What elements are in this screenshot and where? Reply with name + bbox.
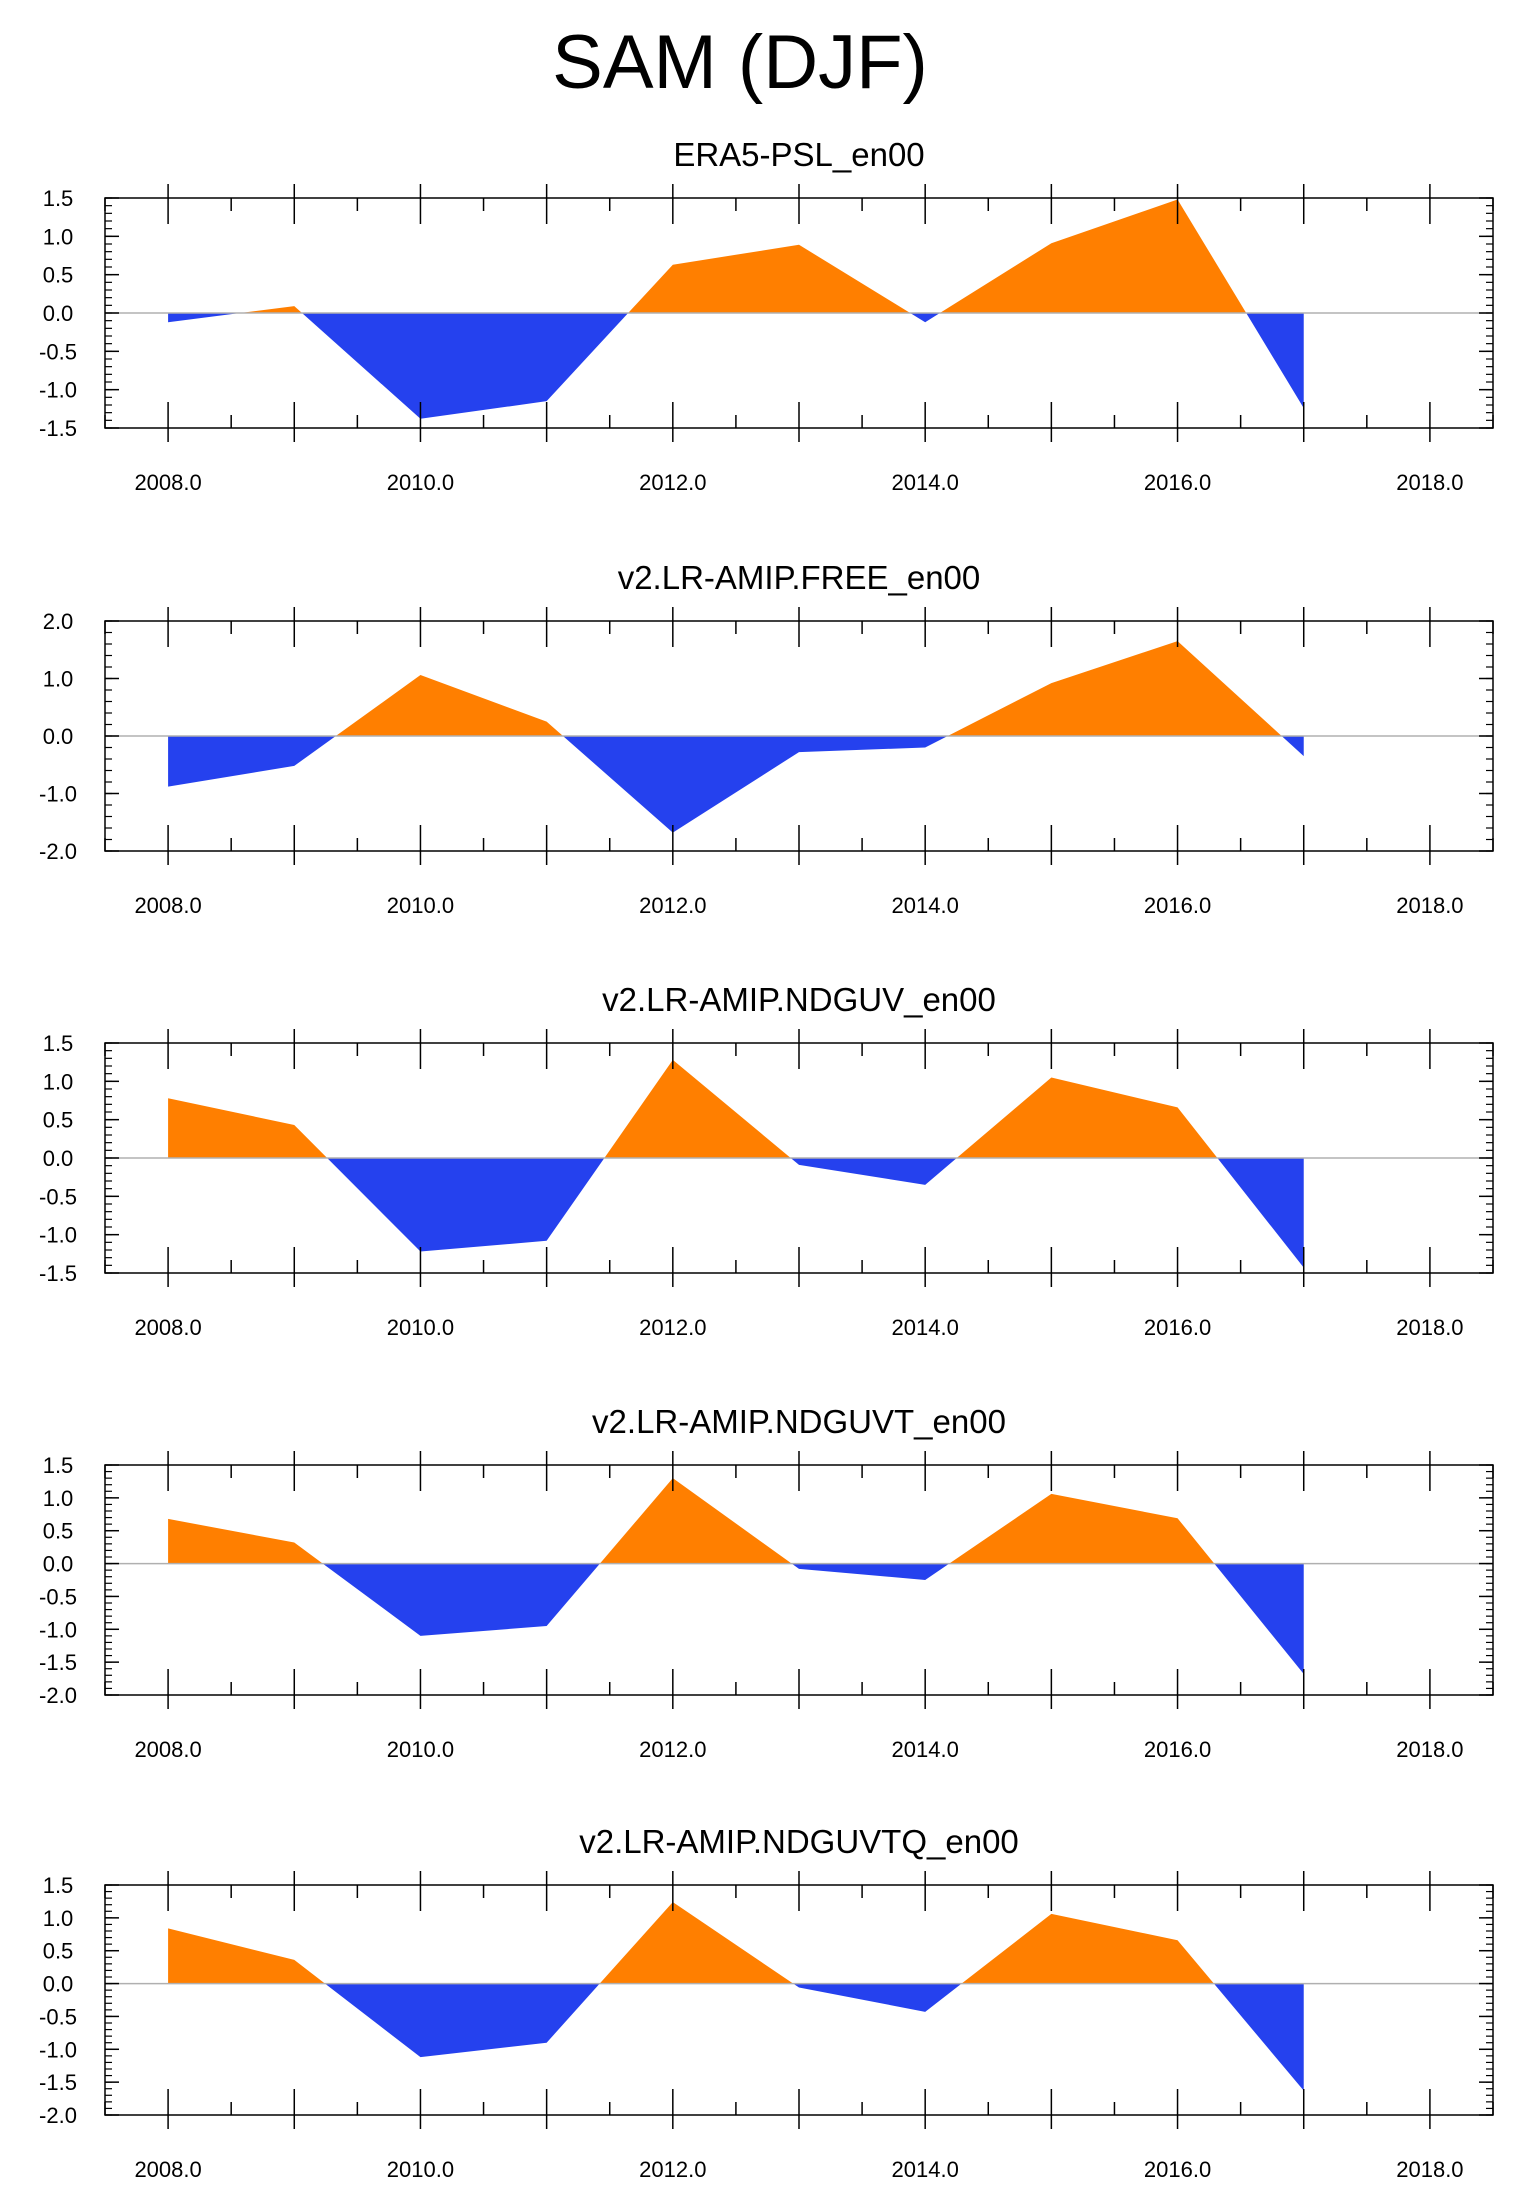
x-tick-label: 2018.0 — [1396, 893, 1463, 918]
x-tick-label: 2016.0 — [1144, 2157, 1211, 2182]
panel-title: ERA5-PSL_en00 — [673, 136, 924, 173]
positive-area — [168, 199, 1304, 313]
panel-4: v2.LR-AMIP.NDGUVT_en00 1.5 1.0 0.5 0.0 -0.5 -1… — [39, 1403, 1494, 1762]
x-tick-label: 2016.0 — [1144, 893, 1211, 918]
x-tick-label: 2012.0 — [639, 1315, 706, 1340]
y-tick-label: -1.0 — [39, 782, 77, 807]
y-tick-label: -2.0 — [39, 2103, 77, 2128]
x-tick-label: 2012.0 — [639, 893, 706, 918]
negative-area — [168, 313, 1304, 419]
y-tick-label: -2.0 — [39, 1683, 77, 1708]
x-tick-label: 2010.0 — [387, 470, 454, 495]
y-tick-label: -2.0 — [39, 839, 77, 864]
negative-area — [322, 1563, 1304, 1674]
x-tick-label: 2018.0 — [1396, 2157, 1463, 2182]
x-tick-label: 2008.0 — [134, 470, 201, 495]
y-tick-label: 1.0 — [43, 1486, 74, 1511]
positive-area — [168, 1059, 1304, 1158]
y-tick-label: -0.5 — [39, 2004, 77, 2029]
panel-5: v2.LR-AMIP.NDGUVTQ_en00 1.5 1.0 0.5 0.0 -0.5 -… — [39, 1823, 1494, 2182]
y-tick-label: 1.5 — [43, 186, 74, 211]
y-tick-label: -1.0 — [39, 1617, 77, 1642]
x-tick-label: 2016.0 — [1144, 470, 1211, 495]
panel-3: v2.LR-AMIP.NDGUV_en00 1.5 1.0 0.5 0.0 -0.5 -1.… — [39, 981, 1494, 1340]
panel-2: v2.LR-AMIP.FREE_en00 2.0 1.0 0.0 -1.0 -2.0 200… — [39, 559, 1494, 918]
y-tick-label: 0.5 — [43, 1519, 74, 1544]
x-tick-label: 2014.0 — [892, 1315, 959, 1340]
y-tick-label: -1.0 — [39, 378, 77, 403]
y-tick-label: -1.0 — [39, 1223, 77, 1248]
fill-group — [168, 641, 1304, 833]
negative-area — [324, 1983, 1304, 2091]
y-tick-label: 0.0 — [43, 1972, 74, 1997]
y-tick-label: 0.5 — [43, 1939, 74, 1964]
y-tick-label: -1.5 — [39, 1650, 77, 1675]
x-tick-label: 2010.0 — [387, 1315, 454, 1340]
fill-group — [168, 1902, 1304, 2091]
fill-group — [168, 199, 1304, 419]
x-tick-label: 2012.0 — [639, 1737, 706, 1762]
y-tick-label: 1.5 — [43, 1031, 74, 1056]
x-tick-label: 2018.0 — [1396, 470, 1463, 495]
x-tick-label: 2018.0 — [1396, 1315, 1463, 1340]
panel-1: ERA5-PSL_en00 1.5 1.0 0.5 0.0 -0.5 -1.0 -1.5 200… — [39, 136, 1494, 495]
x-tick-label: 2016.0 — [1144, 1315, 1211, 1340]
x-tick-label: 2010.0 — [387, 2157, 454, 2182]
y-tick-label: 0.0 — [43, 1146, 74, 1171]
negative-area — [168, 1158, 1304, 1268]
y-tick-label: -1.5 — [39, 2070, 77, 2095]
y-tick-label: -0.5 — [39, 1184, 77, 1209]
y-tick-label: 0.0 — [43, 301, 74, 326]
x-tick-label: 2014.0 — [892, 1737, 959, 1762]
fill-group — [168, 1059, 1304, 1268]
y-tick-label: 1.5 — [43, 1453, 74, 1478]
y-tick-label: -1.5 — [39, 416, 77, 441]
x-tick-label: 2010.0 — [387, 893, 454, 918]
y-tick-label: 1.5 — [43, 1873, 74, 1898]
y-tick-label: -0.5 — [39, 339, 77, 364]
x-tick-label: 2008.0 — [134, 2157, 201, 2182]
y-tick-label: 1.0 — [43, 1906, 74, 1931]
y-tick-label: -1.5 — [39, 1261, 77, 1286]
fill-group — [168, 1478, 1304, 1674]
negative-area — [168, 736, 1304, 833]
panel-title: v2.LR-AMIP.NDGUV_en00 — [602, 981, 996, 1018]
panel-title: v2.LR-AMIP.NDGUVT_en00 — [592, 1403, 1006, 1440]
x-tick-label: 2008.0 — [134, 1315, 201, 1340]
x-tick-label: 2014.0 — [892, 2157, 959, 2182]
positive-area — [168, 1478, 1304, 1564]
x-tick-label: 2008.0 — [134, 1737, 201, 1762]
x-tick-label: 2010.0 — [387, 1737, 454, 1762]
y-tick-label: -1.0 — [39, 2037, 77, 2062]
figure-title: SAM (DJF) — [552, 20, 928, 105]
y-tick-label: 1.0 — [43, 224, 74, 249]
y-tick-label: 1.0 — [43, 667, 74, 692]
y-tick-label: 0.0 — [43, 1552, 74, 1577]
y-tick-label: 0.5 — [43, 1108, 74, 1133]
y-tick-label: 1.0 — [43, 1069, 74, 1094]
y-tick-label: 0.0 — [43, 724, 74, 749]
y-tick-label: 2.0 — [43, 609, 74, 634]
y-tick-label: 0.5 — [43, 263, 74, 288]
panel-title: v2.LR-AMIP.FREE_en00 — [618, 559, 981, 596]
positive-area — [168, 1902, 1304, 1984]
panel-title: v2.LR-AMIP.NDGUVTQ_en00 — [579, 1823, 1019, 1860]
y-tick-label: -0.5 — [39, 1584, 77, 1609]
panels-container: ERA5-PSL_en00 1.5 1.0 0.5 0.0 -0.5 -1.0 -1.5 200… — [39, 136, 1494, 2182]
x-tick-label: 2018.0 — [1396, 1737, 1463, 1762]
x-tick-label: 2014.0 — [892, 470, 959, 495]
x-tick-label: 2012.0 — [639, 2157, 706, 2182]
x-tick-label: 2012.0 — [639, 470, 706, 495]
positive-area — [168, 641, 1304, 736]
x-tick-label: 2008.0 — [134, 893, 201, 918]
x-tick-label: 2016.0 — [1144, 1737, 1211, 1762]
x-tick-label: 2014.0 — [892, 893, 959, 918]
